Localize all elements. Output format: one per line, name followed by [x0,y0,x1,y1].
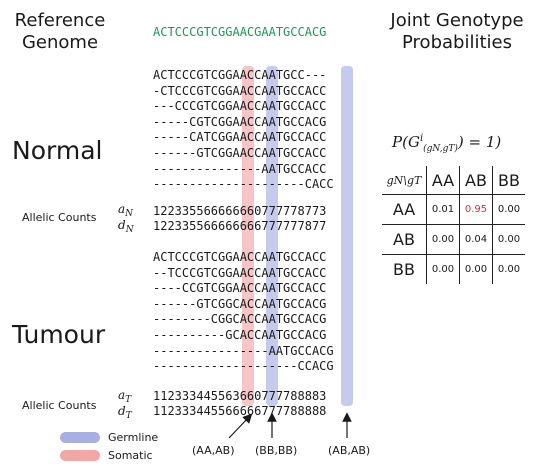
table-cell: 0.00 [492,194,525,225]
normal-a-label: aN [118,202,134,219]
normal-allelic-counts-label: Allelic Counts [22,211,97,224]
legend-germline-swatch [60,432,100,443]
normal-d-counts: 122335566666666777777877 [153,219,327,233]
table-cell: 0.95 [459,194,493,225]
normal-read-3: ---CCCGTCGGAACCAATGCCACC [153,99,327,114]
joint-title-line2: Probabilities [402,32,512,53]
tumour-reads: ACTCCCGTCGGAACCAATGCCACC --TCCCGTCGGAACCA… [153,250,334,375]
table-cell: 0.01 [426,194,460,225]
table-row: AB 0.00 0.04 0.00 [382,224,525,255]
table-cell: 0.00 [497,264,521,275]
table-row-label: AB [382,224,427,255]
table-cell: 0.00 [492,224,525,255]
annotation-aa-ab: (AA,AB) [192,444,235,457]
tumour-read-2: --TCCCGTCGGAACCAATGCCACC [153,265,327,280]
normal-d-label: dN [118,218,134,235]
table-row-label: BB [382,254,427,284]
table-corner: gN\gT [382,166,427,195]
table-cell: 0.04 [459,224,493,255]
table-column-header: BB [492,166,525,195]
germline-column-highlight-2 [341,66,353,406]
table-row: AA 0.01 0.95 0.00 [382,194,525,225]
reference-sequence: ACTCCCGTCGGAACGAATGCCACG [153,25,327,39]
table-row-label: AA [382,194,427,225]
table-column-header: AB [459,166,493,195]
normal-reads: ACTCCCGTCGGAACCAATGCC--- -CTCCCGTCGGAACCA… [153,68,334,193]
table-column-header: AA [426,166,460,195]
table-header-row: gN\gT AA AB BB [382,166,525,195]
tumour-d-counts: 112333445566666777788888 [153,404,327,418]
normal-a-counts: 122335566666660777778773 [153,204,327,218]
normal-read-6: ------GTCGGAACCAATGCCACC [153,145,327,160]
joint-title-line1: Joint Genotype [390,10,524,31]
normal-read-1: ACTCCCGTCGGAACCAATGCC--- [153,68,327,82]
legend-germline-label: Germline [108,431,159,444]
tumour-read-6: ----------GCACCAATGCCACG [153,327,327,342]
tumour-d-label: dT [118,404,132,421]
reference-title-line1: Reference [14,10,106,31]
reference-title-line2: Genome [21,32,99,53]
tumour-read-4: ------GTCGGCACCAATGCCACG [153,296,327,311]
legend-somatic-swatch [60,450,100,461]
tumour-read-8: --------------------CCACG [153,359,334,374]
annotation-ab-ab: (AB,AB) [328,444,371,457]
normal-read-2: -CTCCCGTCGGAACCAATGCCACC [153,83,327,98]
normal-read-8: ---------------------CACC [153,177,334,192]
probability-formula: P(Gi(gN,gT)) = 1) [392,133,502,154]
table-cell: 0.00 [426,254,460,284]
table-row: BB 0.00 0.00 0.00 [382,254,525,284]
normal-read-7: ---------------AATGCCACC [153,161,327,176]
normal-label: Normal [12,136,103,165]
reference-genome-title: Reference Genome [0,10,120,54]
tumour-read-7: ----------------AATGCCACG [153,343,334,358]
normal-read-4: -----CGTCGGAACCAATGCCACG [153,114,327,129]
germline-column-highlight-1 [266,66,278,406]
normal-read-5: -----CATCGGAACCAATGCCACC [153,130,327,145]
tumour-read-1: ACTCCCGTCGGAACCAATGCCACC [153,250,327,264]
tumour-allelic-counts-label: Allelic Counts [22,399,97,412]
tumour-a-label: aT [118,388,132,405]
table-cell: 0.00 [426,224,460,255]
tumour-read-3: ----CCGTCGGAACCAATGCCACC [153,281,327,296]
tumour-label: Tumour [12,320,106,349]
legend-somatic-label: Somatic [108,449,153,462]
annotation-bb-bb: (BB,BB) [255,444,298,457]
probability-table: gN\gT AA AB BB AA 0.01 0.95 0.00 AB 0.00 0.04 0.00 B… [382,166,525,284]
tumour-a-counts: 112333445563660777788883 [153,389,327,403]
tumour-read-5: --------CGGCACCAATGCCACG [153,312,327,327]
somatic-column-highlight [242,66,254,406]
table-cell: 0.00 [459,254,493,284]
arrow-somatic [228,413,253,439]
joint-probabilities-title: Joint Genotype Probabilities [372,10,542,54]
